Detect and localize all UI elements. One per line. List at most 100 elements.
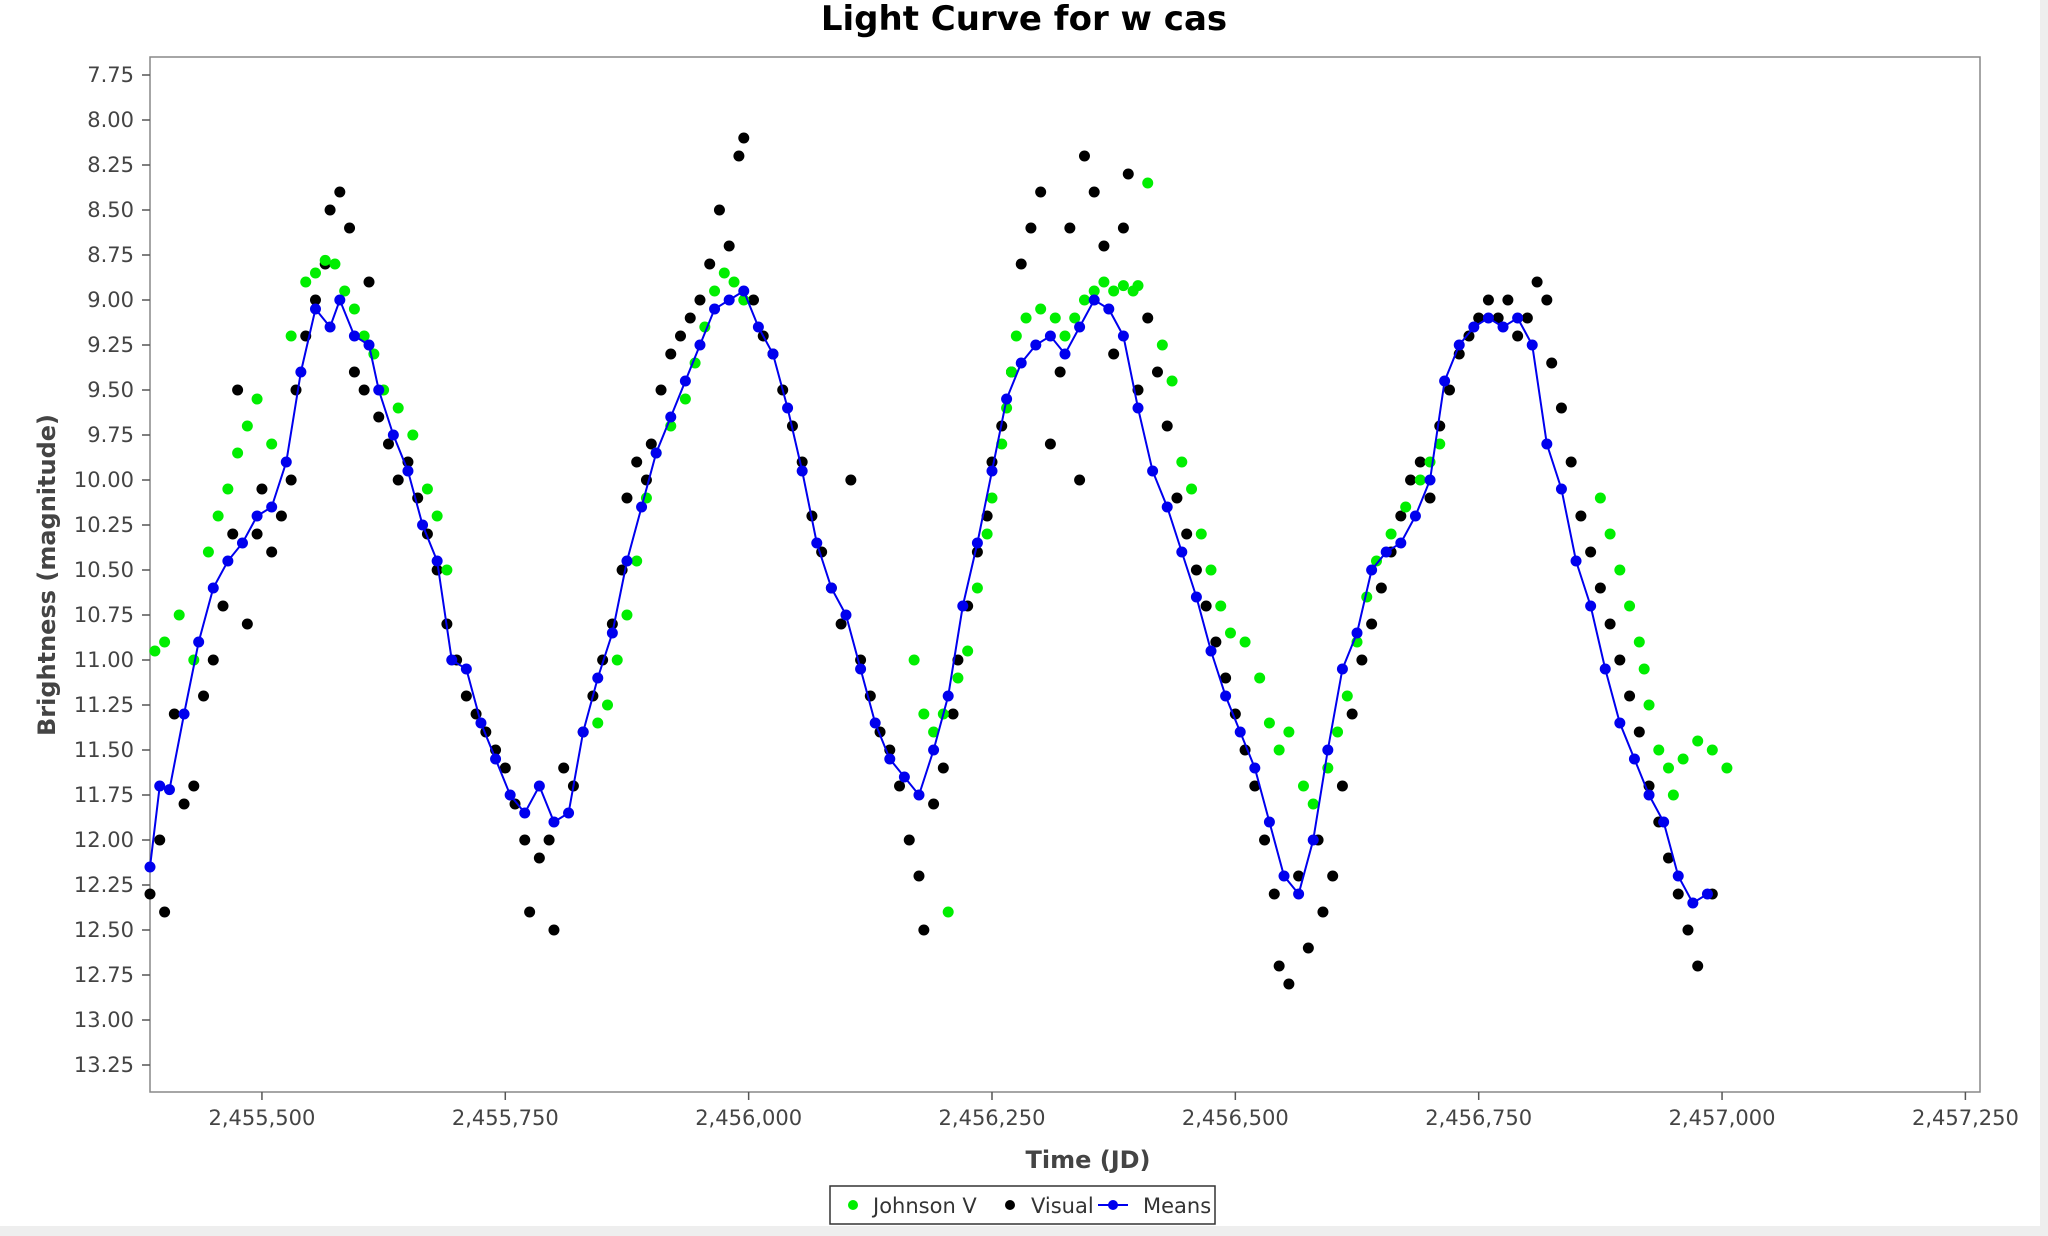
visual-point <box>241 618 253 630</box>
visual-point <box>665 348 677 360</box>
johnson-v-point <box>285 330 297 342</box>
visual-point <box>1210 636 1222 648</box>
visual-point <box>392 474 404 486</box>
means-point <box>475 717 487 729</box>
visual-point <box>348 366 360 378</box>
visual-point <box>903 834 915 846</box>
johnson-v-point <box>1283 726 1295 738</box>
visual-point <box>1346 708 1358 720</box>
y-tick-label: 8.50 <box>87 198 134 222</box>
means-point <box>1468 321 1480 333</box>
johnson-v-point <box>1254 672 1266 684</box>
johnson-v-point <box>407 429 419 441</box>
means-point <box>592 672 604 684</box>
means-point <box>417 519 429 531</box>
means-point <box>1585 600 1597 612</box>
visual-point <box>694 294 706 306</box>
johnson-v-point <box>1677 753 1689 765</box>
means-point <box>1628 753 1640 765</box>
visual-point <box>1482 294 1494 306</box>
x-tick-label: 2,455,500 <box>208 1106 315 1130</box>
visual-point <box>460 690 472 702</box>
visual-point <box>1434 420 1446 432</box>
visual-point <box>1044 438 1056 450</box>
visual-point <box>1273 960 1285 972</box>
legend-item-means: Means <box>1098 1194 1211 1218</box>
means-point <box>1614 717 1626 729</box>
visual-point <box>290 384 302 396</box>
means-point <box>178 708 190 720</box>
visual-point <box>1064 222 1076 234</box>
johnson-v-point <box>1166 375 1178 387</box>
visual-point <box>1473 312 1485 324</box>
johnson-v-point <box>1142 177 1154 189</box>
means-point <box>913 789 925 801</box>
means-point <box>266 501 278 513</box>
visual-point <box>918 924 930 936</box>
window-edge-bottom <box>0 1226 2048 1236</box>
y-tick-label: 10.00 <box>74 468 134 492</box>
visual-point <box>154 834 166 846</box>
y-tick-label: 12.50 <box>74 918 134 942</box>
y-tick-label: 8.75 <box>87 243 134 267</box>
visual-point <box>1502 294 1514 306</box>
johnson-v-point <box>1663 762 1675 774</box>
means-point <box>144 861 156 873</box>
johnson-v-point <box>1385 528 1397 540</box>
means-point <box>1234 726 1246 738</box>
means-point <box>577 726 589 738</box>
visual-point <box>1327 870 1339 882</box>
means-point <box>1322 744 1334 756</box>
johnson-v-point <box>611 654 623 666</box>
johnson-v-point <box>1341 690 1353 702</box>
y-tick-label: 10.25 <box>74 513 134 537</box>
johnson-v-point <box>309 267 321 279</box>
visual-point <box>548 924 560 936</box>
means-point <box>957 600 969 612</box>
visual-point <box>285 474 297 486</box>
legend-label-visual: Visual <box>1031 1194 1094 1218</box>
johnson-v-point <box>1059 330 1071 342</box>
y-tick-label: 9.75 <box>87 423 134 447</box>
johnson-v-point <box>1098 276 1110 288</box>
johnson-v-point <box>1010 330 1022 342</box>
visual-point <box>1142 312 1154 324</box>
johnson-v-point <box>1005 366 1017 378</box>
visual-point <box>382 438 394 450</box>
means-point <box>679 375 691 387</box>
johnson-v-point <box>1035 303 1047 315</box>
visual-point <box>1614 654 1626 666</box>
johnson-v-point <box>339 285 351 297</box>
means-point <box>563 807 575 819</box>
means-point <box>738 285 750 297</box>
johnson-v-point <box>1049 312 1061 324</box>
y-tick-label: 7.75 <box>87 63 134 87</box>
means-point <box>1132 402 1144 414</box>
visual-point <box>227 528 239 540</box>
means-point <box>1351 627 1363 639</box>
johnson-v-point <box>202 546 214 558</box>
means-point <box>1147 465 1159 477</box>
visual-point <box>324 204 336 216</box>
johnson-v-point <box>1653 744 1665 756</box>
means-point <box>1658 816 1670 828</box>
johnson-v-point <box>1224 627 1236 639</box>
johnson-v-point <box>1273 744 1285 756</box>
legend: Johnson V Visual Means <box>829 1185 1216 1225</box>
visual-point <box>733 150 745 162</box>
visual-point <box>1302 942 1314 954</box>
y-tick-label: 11.25 <box>74 693 134 717</box>
means-point <box>636 501 648 513</box>
series-means <box>144 285 1713 909</box>
visual-point <box>251 528 263 540</box>
means-point <box>650 447 662 459</box>
means-point <box>295 366 307 378</box>
means-point <box>533 780 545 792</box>
y-tick-label: 13.00 <box>74 1008 134 1032</box>
means-point <box>752 321 764 333</box>
means-point <box>1672 870 1684 882</box>
johnson-v-point <box>1307 798 1319 810</box>
means-point <box>884 753 896 765</box>
legend-item-johnson-v: Johnson V <box>848 1194 977 1218</box>
